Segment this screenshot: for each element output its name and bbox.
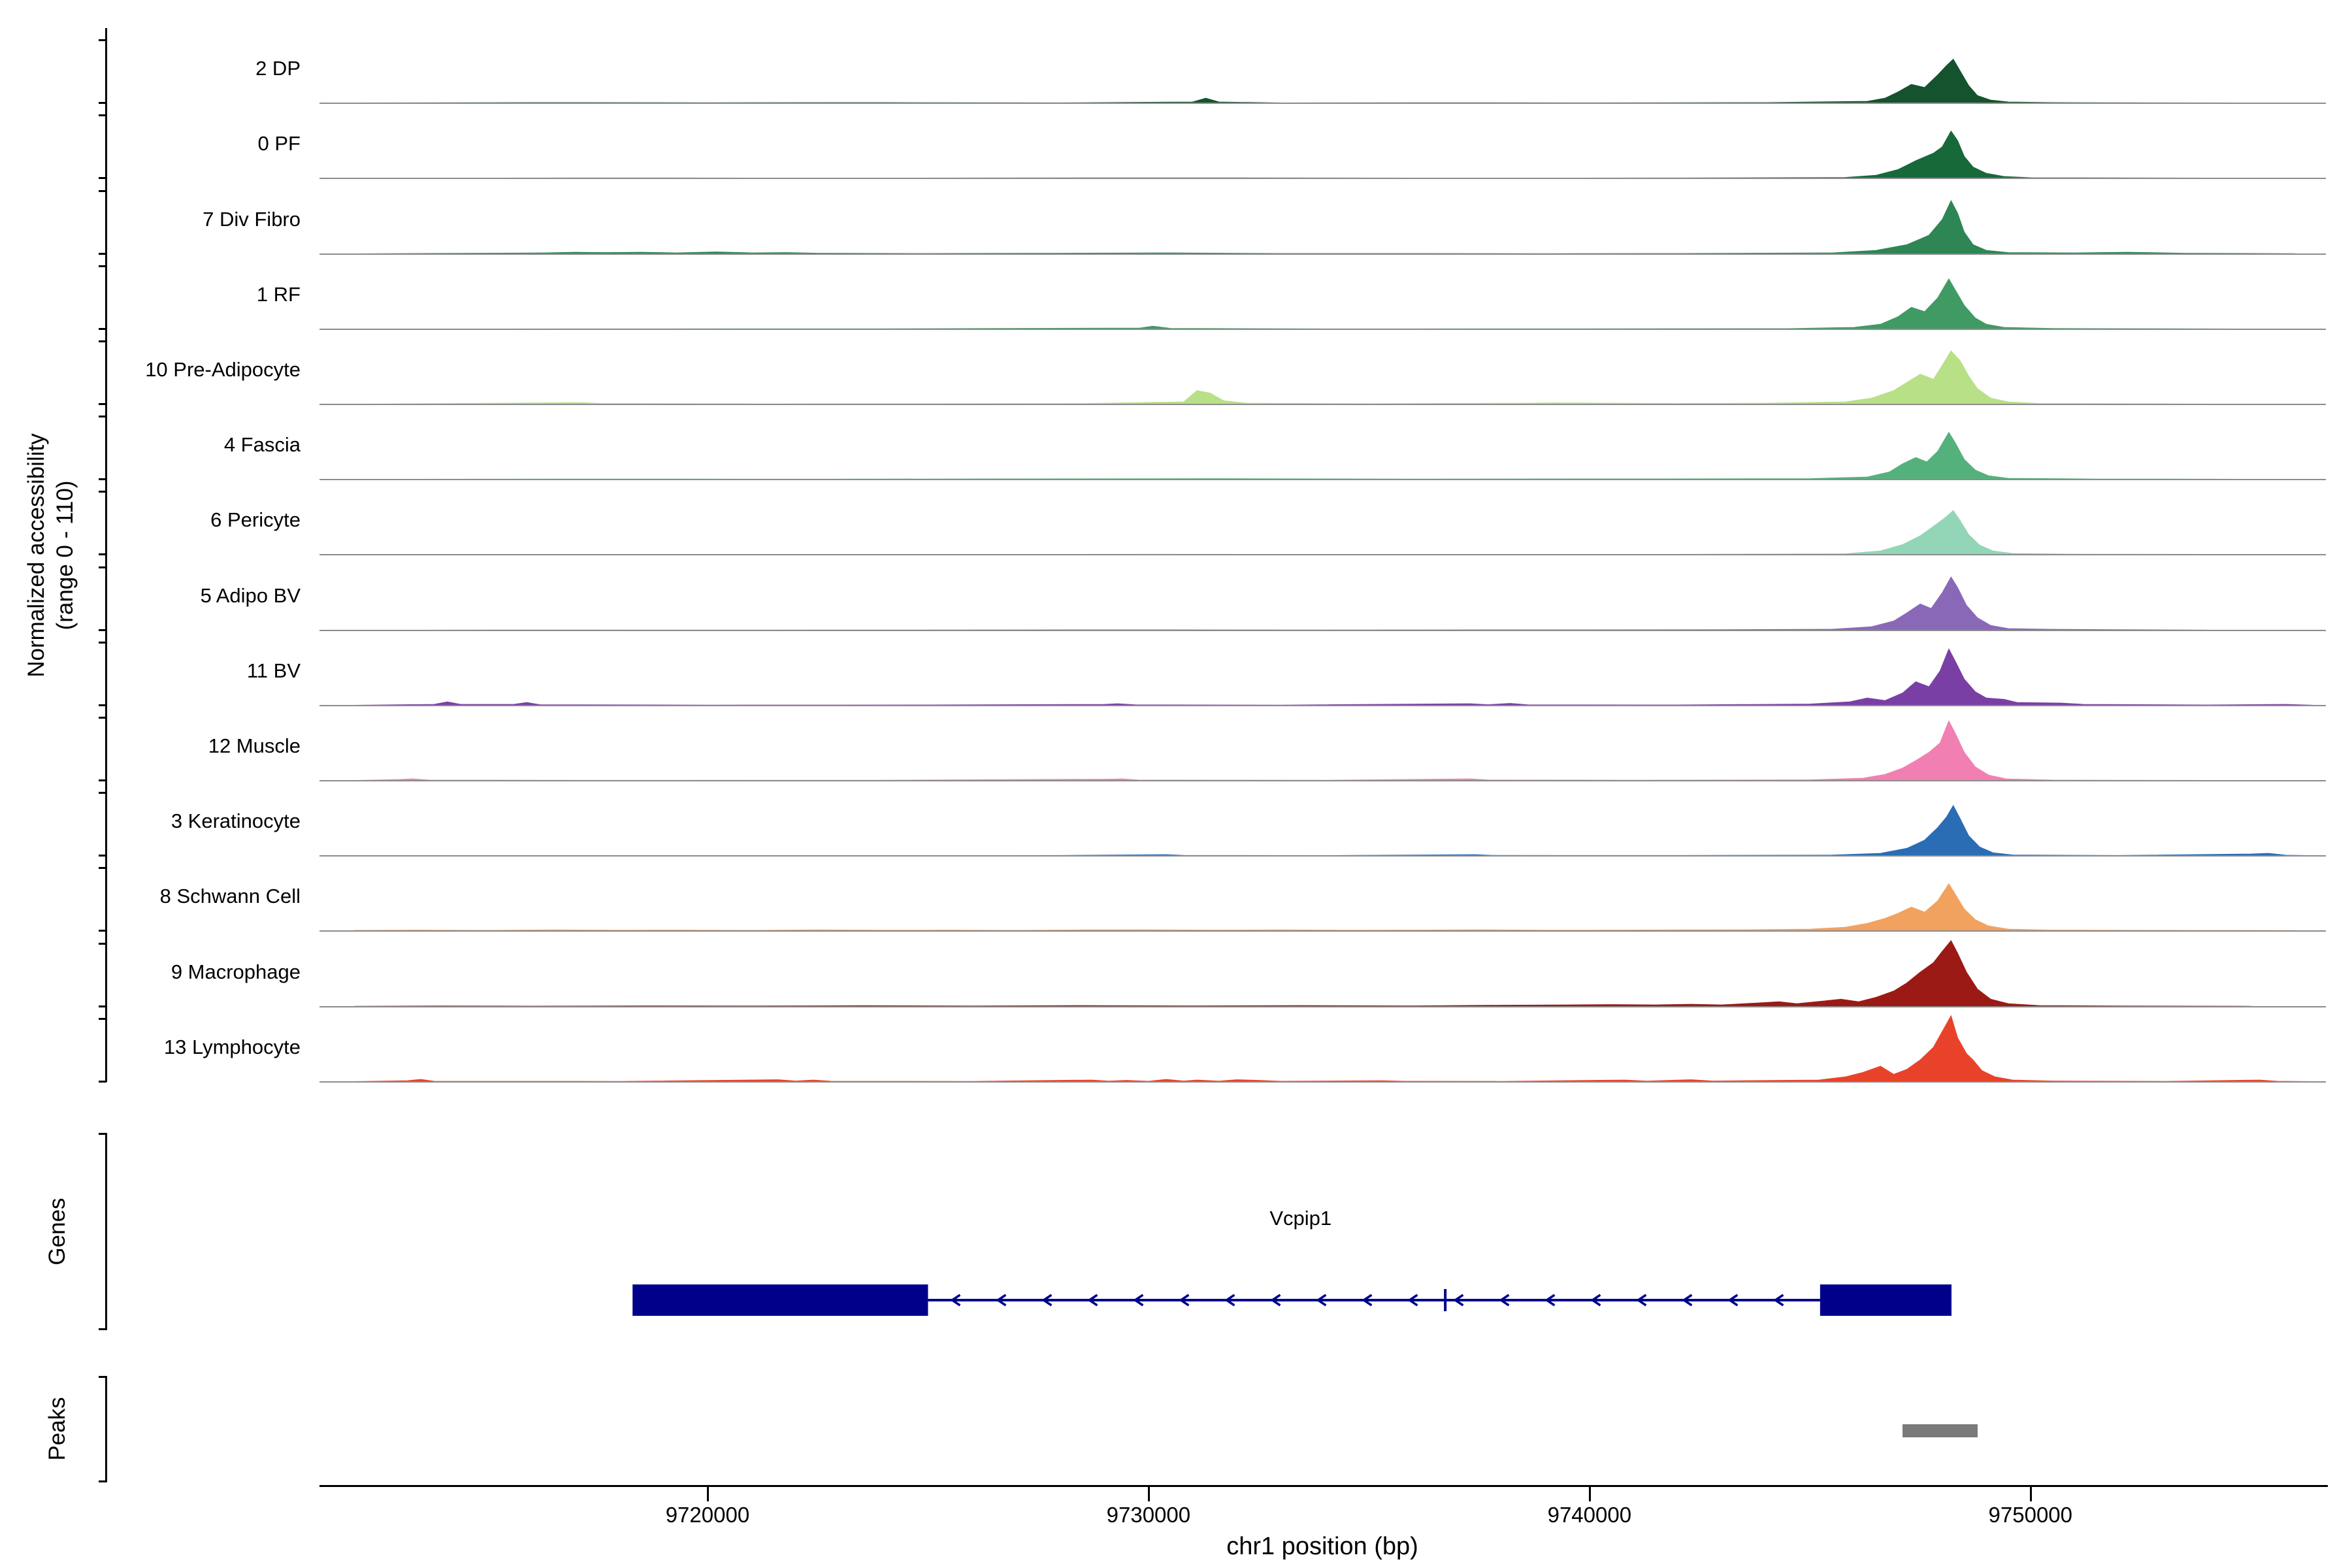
tracks-axis-tick [99,403,106,405]
track-signal [354,350,2208,405]
tracks-axis-tick [99,566,106,568]
track-label: 9 Macrophage [171,960,301,983]
track-baseline [319,1081,2326,1083]
peak-region [1903,1424,1978,1437]
track-label: 13 Lymphocyte [163,1035,301,1058]
tracks-axis-tick [99,704,106,706]
track-label: 7 Div Fibro [203,207,301,231]
track-label: 0 PF [257,132,301,155]
y-axis-title-line2: (range 0 - 110) [52,480,78,630]
track-baseline [319,404,2326,405]
tracks-axis-tick [99,177,106,180]
gene-label: Vcpip1 [1269,1207,1332,1230]
genes-axis-tick [99,1133,106,1135]
track-baseline [319,479,2326,481]
x-axis-tick [1588,1487,1591,1501]
track-label: 8 Schwann Cell [159,885,301,908]
track-label: 3 Keratinocyte [171,809,301,833]
tracks-axis-tick [99,340,106,342]
tracks-axis-tick [99,867,106,870]
x-axis-tick [706,1487,709,1501]
track-baseline [319,103,2326,105]
track-signal [354,131,2208,179]
tracks-axis-tick [99,102,106,105]
tracks-axis-tick [99,252,106,255]
genes-track-title-text: Genes [44,1198,70,1266]
x-tick-label: 9720000 [665,1503,750,1527]
track-signal [354,199,2296,255]
genes-axis-tick [99,1328,106,1330]
tracks-axis-tick [99,327,106,330]
tracks-axis-tick [99,641,106,644]
track-baseline [319,178,2326,180]
tracks-axis-tick [99,478,106,481]
tracks-axis-tick [99,1080,106,1083]
tracks-axis-tick [99,114,106,117]
track-signal [354,883,2296,932]
tracks-axis-tick [99,629,106,631]
tracks-axis-tick [99,265,106,267]
tracks-axis-tick [99,779,106,781]
tracks-axis-tick [99,1017,106,1020]
tracks-axis-tick [99,553,106,556]
tracks-axis-tick [99,491,106,493]
track-signal [354,1015,2313,1083]
x-axis-tick [1147,1487,1150,1501]
x-tick-label: 9730000 [1106,1503,1191,1527]
track-baseline [319,328,2326,330]
track-baseline [319,1005,2326,1007]
track-label: 1 RF [256,282,301,306]
x-tick-label: 9740000 [1547,1503,1632,1527]
track-label: 10 Pre-Adipocyte [145,358,301,381]
tracks-axis-tick [99,855,106,857]
genes-axis-line [105,1133,107,1330]
track-label: 4 Fascia [223,433,301,457]
peaks-axis-tick [99,1376,106,1378]
track-signal [354,647,2313,706]
y-axis-title-line1: Normalized accessibility [24,433,49,678]
track-baseline [319,253,2326,255]
tracks-axis-tick [99,930,106,932]
track-baseline [319,855,2326,857]
x-axis-title: chr1 position (bp) [1226,1533,1418,1560]
tracks-axis-tick [99,717,106,719]
track-signal [354,510,2251,555]
tracks-axis-tick [99,416,106,418]
track-label: 11 BV [246,659,301,682]
track-label: 2 DP [255,57,301,80]
peaks-axis-line [105,1376,107,1482]
tracks-axis-tick [99,1005,106,1007]
peaks-axis-tick [99,1480,106,1482]
tracks-axis-tick [99,792,106,794]
x-axis-line [319,1485,2328,1487]
x-tick-label: 9750000 [1988,1503,2073,1527]
track-signal [354,58,2296,104]
track-signal [354,805,2313,857]
track-signal [354,576,2208,631]
x-axis-tick [2029,1487,2032,1501]
track-signal [354,720,2208,781]
tracks-axis-tick [99,39,106,42]
track-signal [354,939,2251,1007]
track-baseline [319,629,2326,631]
track-baseline [319,554,2326,556]
gene-model [632,1284,1952,1316]
peaks-track-title-text: Peaks [44,1397,70,1461]
track-signal [354,431,2274,480]
tracks-axis-tick [99,942,106,945]
track-baseline [319,780,2326,781]
track-baseline [319,930,2326,932]
track-signal [354,278,2251,330]
track-label: 6 Pericyte [210,508,301,532]
track-baseline [319,704,2326,706]
track-label: 5 Adipo BV [200,583,301,607]
tracks-axis-tick [99,189,106,192]
track-label: 12 Muscle [208,734,301,757]
